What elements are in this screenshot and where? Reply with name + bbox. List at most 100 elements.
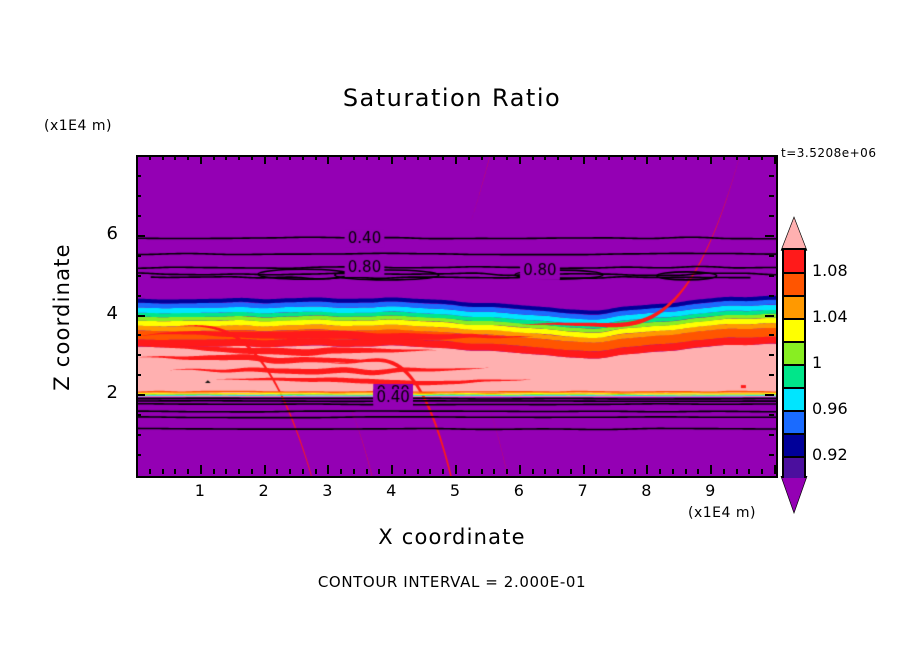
y-tick: [136, 454, 141, 457]
x-tick-top: [774, 155, 776, 164]
x-tick: [659, 469, 662, 474]
y-tick-right: [769, 354, 774, 357]
x-tick-top: [148, 155, 151, 160]
x-tick-top: [646, 155, 649, 164]
colorbar-tick-label: 0.92: [812, 445, 848, 464]
x-tick: [148, 469, 151, 474]
x-tick-top: [238, 155, 241, 160]
x-tick: [199, 465, 202, 474]
colorbar-separator: [784, 318, 804, 320]
time-annotation: t=3.5208e+06: [781, 146, 877, 160]
x-tick-top: [301, 155, 304, 160]
y-tick: [136, 234, 145, 237]
x-tick: [710, 465, 713, 474]
x-tick-top: [506, 155, 509, 160]
x-tick-top: [557, 155, 560, 160]
x-tick: [429, 469, 432, 474]
x-tick: [391, 465, 394, 474]
x-tick: [289, 469, 292, 474]
x-tick-label: 5: [449, 481, 461, 500]
x-tick-top: [442, 155, 445, 160]
x-tick: [238, 469, 241, 474]
x-tick-top: [480, 155, 483, 160]
x-tick: [174, 469, 177, 474]
x-tick: [301, 469, 304, 474]
colorbar-tick-label: 0.96: [812, 399, 848, 418]
x-tick-top: [352, 155, 355, 160]
x-tick: [608, 469, 611, 474]
x-tick: [352, 469, 355, 474]
y-tick-right: [769, 454, 774, 457]
x-tick-top: [722, 155, 725, 160]
y-tick: [136, 374, 141, 377]
y-tick-label: 6: [106, 222, 118, 244]
colorbar-over-arrow: [782, 218, 806, 249]
y-tick: [136, 214, 141, 217]
y-tick-right: [769, 214, 774, 217]
x-tick: [531, 469, 534, 474]
x-tick: [774, 465, 776, 474]
x-tick-top: [378, 155, 381, 160]
x-tick: [378, 469, 381, 474]
colorbar-band: [784, 365, 804, 388]
z-axis-unit-label: (x1E4 m): [44, 118, 112, 134]
x-tick: [620, 469, 623, 474]
x-tick-top: [608, 155, 611, 160]
x-tick: [633, 469, 636, 474]
x-tick-top: [391, 155, 394, 164]
x-axis-unit-label: (x1E4 m): [688, 505, 756, 521]
y-tick: [136, 274, 141, 277]
y-tick: [136, 174, 141, 177]
y-tick: [136, 194, 141, 197]
x-tick-top: [161, 155, 164, 160]
x-tick: [595, 469, 598, 474]
y-tick-right: [769, 334, 774, 337]
x-tick-top: [174, 155, 177, 160]
x-tick: [314, 469, 317, 474]
colorbar-separator: [784, 341, 804, 343]
x-tick-label: 1: [194, 481, 205, 500]
x-tick-top: [250, 155, 253, 160]
x-tick-top: [187, 155, 190, 160]
colorbar-band: [784, 388, 804, 411]
x-tick: [161, 469, 164, 474]
colorbar-separator: [784, 410, 804, 412]
x-tick: [518, 465, 521, 474]
x-tick-top: [710, 155, 713, 164]
x-tick: [569, 469, 572, 474]
colorbar-band: [784, 434, 804, 457]
colorbar-separator: [784, 295, 804, 297]
x-tick: [225, 469, 228, 474]
colorbar-band: [784, 250, 804, 273]
x-tick: [263, 465, 266, 474]
x-tick-top: [327, 155, 330, 164]
x-tick-top: [761, 155, 764, 160]
x-tick-top: [403, 155, 406, 160]
y-tick-right: [769, 434, 774, 437]
y-tick-right: [769, 374, 774, 377]
y-tick-right: [765, 234, 774, 237]
y-tick: [136, 414, 141, 417]
y-tick-right: [769, 294, 774, 297]
x-tick-top: [455, 155, 457, 164]
colorbar-tick-label: 1: [812, 353, 823, 372]
y-tick: [136, 294, 141, 297]
colorbar-separator: [784, 387, 804, 389]
x-tick-top: [697, 155, 700, 160]
x-tick-top: [659, 155, 662, 160]
x-tick-top: [429, 155, 432, 160]
colorbar-band: [784, 457, 804, 480]
x-tick-top: [684, 155, 687, 160]
colorbar-band: [784, 342, 804, 365]
x-tick-top: [289, 155, 292, 160]
colorbar-under-arrow: [782, 478, 806, 512]
y-tick-right: [765, 394, 774, 397]
x-axis-title: X coordinate: [378, 525, 526, 549]
x-tick-top: [314, 155, 317, 160]
x-tick: [671, 469, 674, 474]
x-tick: [365, 469, 368, 474]
x-tick: [480, 469, 483, 474]
y-tick: [136, 314, 145, 317]
x-tick-top: [595, 155, 598, 160]
x-tick-top: [582, 155, 585, 164]
